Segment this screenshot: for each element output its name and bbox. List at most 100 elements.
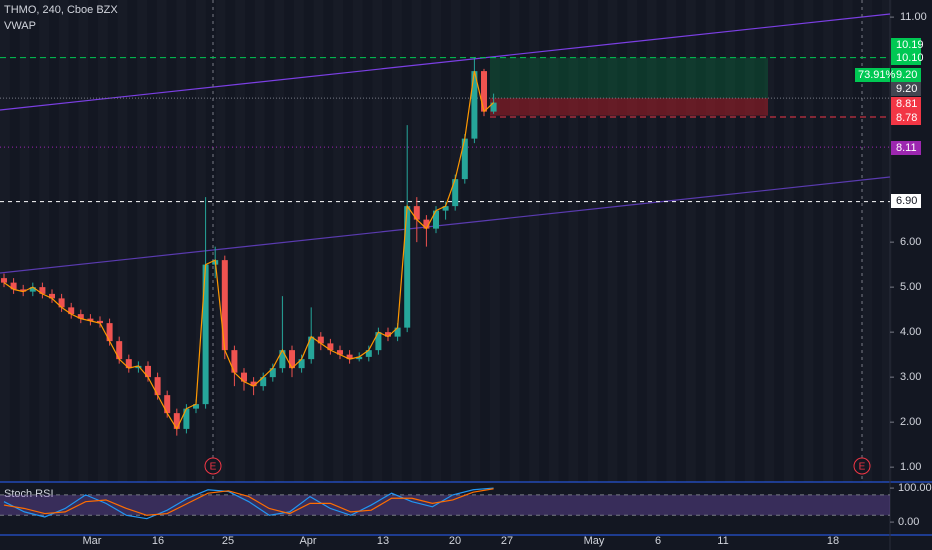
session-stripe (78, 0, 89, 482)
candle-body (279, 350, 286, 369)
candle-body (289, 350, 295, 369)
candle-body (260, 377, 267, 387)
candle-body (442, 206, 449, 211)
session-stripe (627, 0, 637, 482)
candle-body (58, 298, 65, 308)
x-tick-label: 25 (222, 535, 234, 547)
candle-body (346, 354, 353, 360)
candle-body (461, 138, 468, 180)
session-stripe (509, 0, 520, 482)
candle-body (385, 332, 391, 337)
session-stripe (784, 0, 794, 482)
candle-body (20, 289, 27, 292)
session-stripe (313, 0, 324, 482)
session-stripe (842, 0, 853, 482)
session-stripe (39, 0, 49, 482)
session-stripe (646, 0, 657, 482)
candle-body (164, 395, 171, 414)
session-stripe (333, 0, 343, 482)
session-stripe (254, 0, 265, 482)
session-stripe (862, 0, 873, 482)
price-label: 8.11 (896, 142, 917, 154)
session-stripe (823, 0, 833, 482)
price-label: 10.10 (896, 52, 924, 64)
event-marker (204, 457, 222, 475)
session-stripe (352, 0, 363, 482)
candle-body (298, 359, 305, 369)
session-stripe (725, 0, 735, 482)
candle-body (365, 350, 372, 357)
stoch-band (0, 494, 890, 516)
candle-body (135, 365, 142, 369)
session-stripe (568, 0, 579, 482)
session-stripe (470, 0, 481, 482)
price-label-bg (891, 82, 921, 96)
y-tick-label: 11.00 (900, 11, 927, 23)
candle-body (481, 71, 487, 112)
candle-body (356, 356, 363, 360)
session-stripe (490, 0, 500, 482)
price-label-bg (891, 68, 921, 82)
candle-body (404, 206, 411, 328)
candle-body (183, 408, 190, 429)
session-stripe (764, 0, 775, 482)
session-stripe (137, 0, 147, 482)
candle-body (250, 381, 257, 387)
price-label: 9.20 (896, 83, 917, 95)
stoch-line (3, 487, 494, 520)
session-stripe (215, 0, 226, 482)
candle-body (317, 336, 324, 344)
candle-body (87, 318, 94, 321)
event-label: E (859, 462, 866, 473)
y-tick-label: 5.00 (900, 281, 921, 293)
session-stripe (431, 0, 441, 482)
candle-body (394, 327, 401, 337)
indicator-label: VWAP (4, 20, 36, 32)
percent-label: 73.91% (858, 69, 896, 81)
session-stripe (235, 0, 245, 482)
session-stripe (803, 0, 814, 482)
candle-body (29, 287, 36, 292)
x-tick-label: 11 (717, 535, 728, 547)
y-tick-label: 1.00 (900, 461, 921, 473)
candle-body (327, 343, 334, 351)
session-stripe (588, 0, 598, 482)
session-stripe (686, 0, 696, 482)
candle-body (241, 372, 247, 382)
candle-body (145, 365, 151, 378)
y-tick-label: 3.00 (900, 371, 921, 383)
candle-body (423, 219, 430, 229)
session-stripe (392, 0, 402, 482)
y-tick-label: 6.00 (900, 236, 921, 248)
session-stripe (450, 0, 461, 482)
session-stripe (156, 0, 167, 482)
price-label: 8.81 (896, 98, 917, 110)
candle-body (154, 377, 161, 396)
candle-body (231, 350, 238, 373)
session-stripe (58, 0, 69, 482)
symbol-title: THMO, 240, Cboe BZX (4, 4, 118, 16)
price-label-bg (891, 51, 921, 65)
candle-body (193, 404, 199, 409)
y-tick-label: 0.00 (898, 516, 919, 528)
session-stripe (548, 0, 559, 482)
candle-body (10, 282, 17, 290)
price-label: 8.78 (896, 112, 917, 124)
price-label-bg (891, 97, 921, 111)
candle-body (106, 323, 113, 342)
session-stripe (176, 0, 187, 482)
x-tick-label: 20 (449, 535, 461, 547)
candle-body (308, 336, 315, 360)
price-label: 10.19 (896, 39, 924, 51)
x-tick-label: 27 (501, 535, 513, 547)
session-stripe (117, 0, 128, 482)
x-tick-label: 13 (377, 535, 389, 547)
trend-line (0, 13, 891, 111)
x-tick-label: Apr (299, 535, 316, 547)
session-stripe (98, 0, 108, 482)
candle-body (269, 368, 276, 378)
x-tick-label: 18 (827, 535, 839, 547)
price-label-bg (891, 141, 921, 155)
